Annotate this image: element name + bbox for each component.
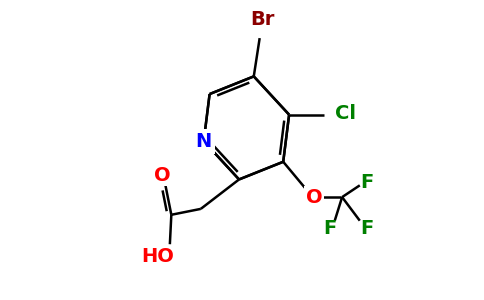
Text: Cl: Cl: [335, 104, 356, 123]
Text: O: O: [306, 188, 322, 207]
Text: O: O: [154, 166, 171, 184]
Text: F: F: [361, 173, 374, 192]
Text: N: N: [196, 132, 212, 151]
Text: F: F: [361, 218, 374, 238]
Text: Br: Br: [250, 10, 275, 29]
Text: HO: HO: [142, 247, 175, 266]
Text: F: F: [324, 218, 337, 238]
